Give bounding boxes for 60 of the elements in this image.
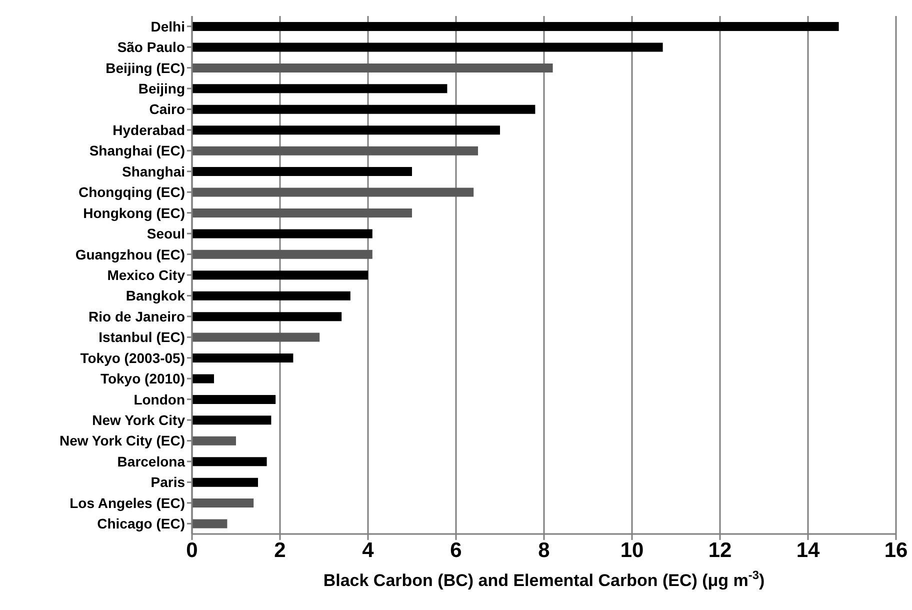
y-tick-label: Chicago (EC) (97, 516, 185, 532)
bar (192, 270, 368, 280)
bar (192, 229, 372, 238)
bar (192, 478, 258, 487)
x-tick-label: 10 (620, 538, 644, 562)
x-tick-label: 16 (884, 538, 908, 562)
y-tick-label: Beijing (138, 80, 185, 96)
x-tick-label: 6 (450, 538, 462, 562)
bar (192, 84, 448, 94)
x-tick-label: 12 (708, 538, 732, 562)
y-tick-label: Tokyo (2010) (100, 370, 185, 387)
y-tick-label: Shanghai (122, 163, 185, 180)
bar (192, 332, 320, 342)
bar (192, 250, 372, 259)
y-tick-label: Tokyo (2003-05) (80, 350, 185, 366)
x-tick-label: 0 (186, 538, 198, 562)
bar (192, 291, 350, 300)
y-tick-label: Beijing (EC) (106, 60, 185, 76)
y-tick-label: London (134, 391, 185, 408)
x-tick-label: 8 (538, 538, 550, 562)
x-tick-label: 2 (274, 538, 286, 562)
x-tick-label: 14 (796, 538, 820, 562)
bar (192, 498, 254, 508)
y-tick-label: Guangzhou (EC) (75, 246, 185, 262)
y-tick-label: Seoul (146, 226, 185, 242)
bar (192, 188, 474, 197)
y-tick-label: Rio de Janeiro (88, 308, 185, 324)
bar (192, 354, 294, 363)
y-tick-label: New York City (92, 412, 186, 428)
y-tick-label: Bangkok (126, 288, 186, 304)
y-tick-label: Paris (150, 474, 186, 490)
y-tick-label: Cairo (149, 101, 185, 118)
y-tick-label: Hongkong (EC) (83, 204, 185, 221)
bar (192, 374, 214, 384)
y-tick-label: Istanbul (EC) (98, 329, 185, 346)
bar (192, 167, 412, 176)
bar (192, 416, 272, 425)
y-tick-label: Delhi (150, 18, 185, 34)
bar (192, 42, 663, 52)
y-tick-label: Los Angeles (EC) (70, 494, 185, 511)
bar (192, 312, 342, 322)
bar (192, 436, 236, 446)
bar (192, 394, 276, 404)
y-tick-label: Hyderabad (112, 122, 185, 138)
bar (192, 208, 412, 218)
x-axis-title: Black Carbon (BC) and Elemental Carbon (EC) (μg m$^{-3}$) (323, 568, 765, 590)
bar (192, 126, 500, 135)
bar (192, 457, 267, 466)
y-tick-label: New York City (EC) (59, 432, 185, 449)
bar (192, 63, 553, 72)
bar (192, 519, 228, 528)
y-tick-label: Mexico City (107, 266, 186, 283)
y-tick-label: Barcelona (117, 453, 186, 470)
bar (192, 22, 839, 31)
bar (192, 146, 478, 156)
y-tick-label: Chongqing (EC) (78, 184, 185, 200)
y-tick-label: São Paulo (117, 39, 185, 56)
x-tick-label: 4 (362, 538, 374, 562)
y-tick-label: Shanghai (EC) (89, 142, 185, 159)
bar (192, 104, 536, 114)
